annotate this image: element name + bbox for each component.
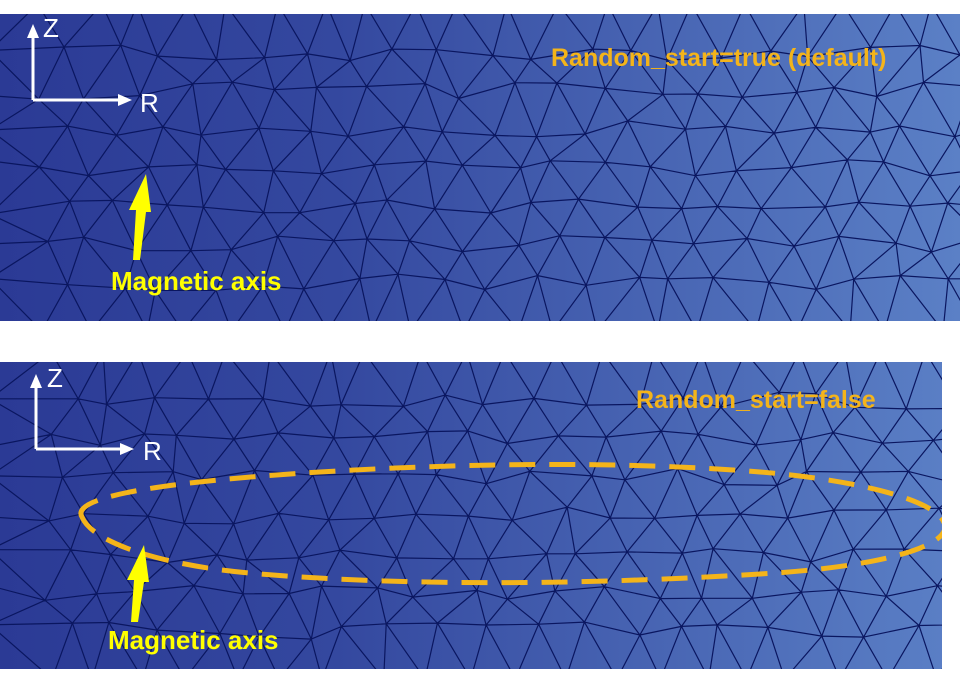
mode-label: Random_start=true (default) <box>551 44 887 72</box>
triangle-mesh <box>0 362 942 669</box>
r-axis-arrowhead <box>118 94 132 106</box>
r-axis-label: R <box>143 436 162 466</box>
z-axis-label: Z <box>43 14 59 43</box>
arrow-shape <box>129 174 151 260</box>
mesh-edges <box>0 362 942 669</box>
mesh-panel-random-start-true: Z R Random_start=true (default) Magnetic… <box>0 14 960 321</box>
z-axis-arrowhead <box>27 24 39 38</box>
mesh-edges <box>0 14 960 321</box>
arrow-shape <box>127 545 149 622</box>
r-axis-arrowhead <box>120 443 134 455</box>
axis-gizmo <box>27 24 132 106</box>
flux-surface-outline <box>78 462 942 586</box>
mesh-background <box>0 14 960 321</box>
r-axis-label: R <box>140 88 159 118</box>
magnetic-axis-arrow <box>129 174 151 260</box>
z-axis-arrowhead <box>30 374 42 388</box>
magnetic-axis-label: Magnetic axis <box>108 625 279 655</box>
mesh-view <box>0 14 960 321</box>
mesh-background <box>0 362 942 669</box>
triangle-mesh <box>0 14 960 321</box>
mesh-view <box>0 362 942 669</box>
magnetic-axis-arrow <box>127 545 149 622</box>
mode-label: Random_start=false <box>636 386 876 414</box>
magnetic-axis-label: Magnetic axis <box>111 266 282 296</box>
axis-gizmo <box>30 374 134 455</box>
z-axis-label: Z <box>47 363 63 393</box>
mesh-panel-random-start-false: Z R Random_start=false Magnetic axis <box>0 362 942 669</box>
